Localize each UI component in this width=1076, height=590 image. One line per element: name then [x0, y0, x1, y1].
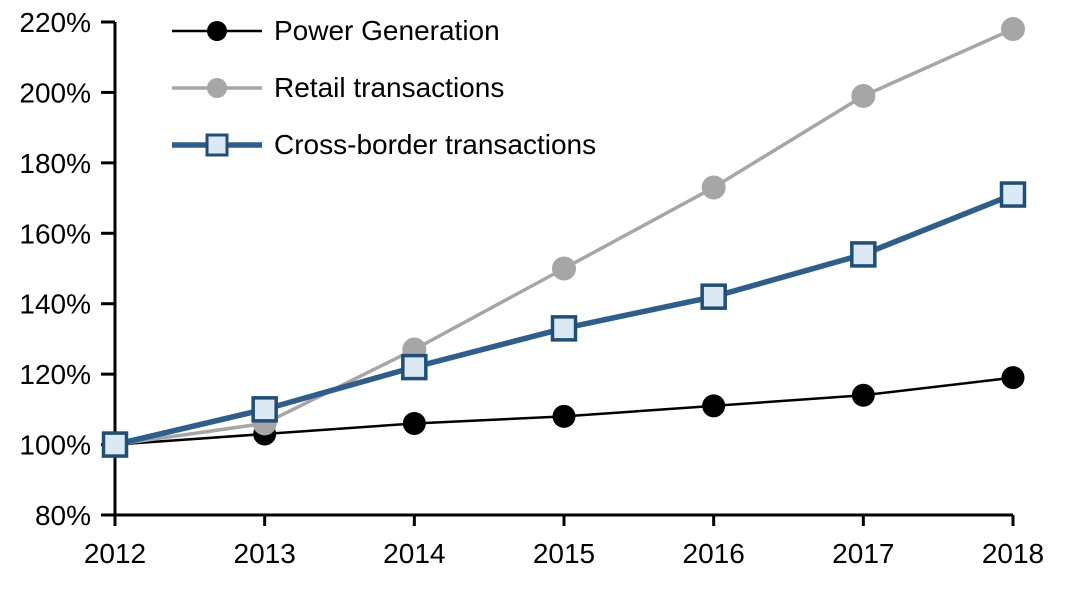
y-tick-label: 120% — [19, 359, 91, 390]
legend-swatch — [172, 133, 262, 156]
legend-swatch — [172, 77, 262, 98]
x-tick-label: 2017 — [832, 538, 894, 569]
axes: 80% 100% 120% 140% 160% 180% 200% 220% 2012 2013 2… — [19, 7, 1044, 569]
legend-marker — [207, 20, 227, 41]
data-point-marker — [552, 256, 576, 281]
legend-label: Power Generation — [274, 14, 500, 46]
y-tick-label: 160% — [19, 218, 91, 249]
legend-label: Cross-border transactions — [274, 128, 597, 160]
x-tick-label: 2016 — [683, 538, 745, 569]
y-tick-label: 100% — [19, 430, 91, 461]
series-power-generation — [103, 366, 1025, 457]
legend-item-retail-transactions: Retail transactions — [172, 59, 596, 116]
legend-swatch — [172, 20, 262, 41]
data-point-marker — [101, 431, 129, 458]
chart-legend: Power Generation Retail transactions Cro… — [172, 2, 596, 173]
legend-item-cross-border-transactions: Cross-border transactions — [172, 116, 596, 173]
data-point-marker — [1001, 366, 1025, 390]
legend-item-power-generation: Power Generation — [172, 2, 596, 59]
data-point-marker — [1001, 17, 1025, 42]
series-cross-border-transactions — [101, 181, 1027, 458]
x-tick-label: 2018 — [982, 538, 1044, 569]
y-tick-label: 140% — [19, 289, 91, 320]
data-point-marker — [401, 353, 428, 381]
x-tick-label: 2014 — [383, 538, 445, 569]
data-point-marker — [702, 394, 726, 418]
y-tick-label: 200% — [19, 77, 91, 108]
x-tick-label: 2015 — [533, 538, 595, 569]
data-point-marker — [701, 175, 726, 200]
data-point-marker — [851, 383, 875, 407]
y-tick-label: 80% — [35, 500, 91, 531]
y-tick-label: 220% — [19, 7, 91, 38]
data-point-marker — [550, 315, 578, 342]
data-point-marker — [552, 404, 576, 428]
data-point-marker — [402, 411, 426, 435]
data-point-marker — [700, 283, 727, 310]
x-tick-label: 2012 — [84, 538, 146, 569]
data-point-marker — [850, 241, 877, 268]
legend-label: Retail transactions — [274, 71, 505, 103]
data-point-marker — [251, 396, 278, 423]
legend-marker — [205, 133, 229, 156]
y-tick-label: 180% — [19, 148, 91, 179]
legend-marker — [207, 77, 227, 98]
data-point-marker — [999, 181, 1027, 208]
x-tick-label: 2013 — [234, 538, 296, 569]
data-point-marker — [851, 83, 876, 108]
